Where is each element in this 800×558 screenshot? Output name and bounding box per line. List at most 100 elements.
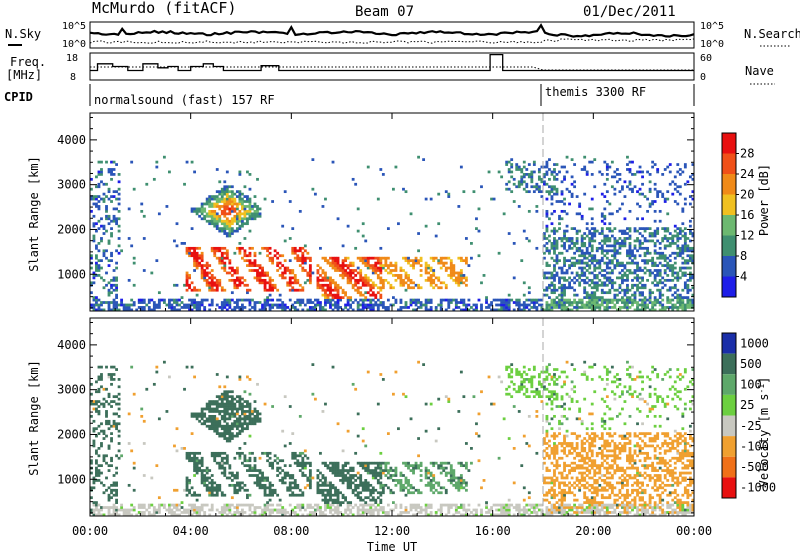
velocity-cell bbox=[269, 489, 272, 492]
power-cell bbox=[606, 163, 609, 166]
power-cell bbox=[359, 299, 362, 302]
power-cell bbox=[407, 306, 410, 309]
power-cell bbox=[671, 306, 674, 309]
power-cell bbox=[548, 264, 551, 267]
power-cell bbox=[100, 267, 103, 270]
power-cell bbox=[608, 237, 611, 240]
velocity-cell bbox=[425, 469, 428, 472]
noise-panel: 10^5 10^0 10^5 10^0 N.Sky N.Search bbox=[5, 21, 800, 50]
velocity-cell bbox=[430, 504, 433, 507]
velocity-cell bbox=[349, 474, 352, 477]
power-cell bbox=[556, 257, 559, 260]
power-cell bbox=[608, 279, 611, 282]
power-cell bbox=[596, 304, 599, 307]
velocity-cell bbox=[432, 491, 435, 494]
power-cell bbox=[412, 267, 415, 270]
velocity-cell bbox=[249, 393, 252, 396]
power-cell bbox=[430, 306, 433, 309]
power-cell bbox=[384, 269, 387, 272]
velocity-cell bbox=[357, 486, 360, 489]
velocity-cell bbox=[329, 489, 332, 492]
velocity-cell bbox=[251, 417, 254, 420]
velocity-cell bbox=[231, 504, 234, 507]
velocity-cell bbox=[377, 504, 380, 507]
power-cell bbox=[568, 244, 571, 247]
velocity-cell bbox=[226, 390, 229, 393]
power-cell bbox=[95, 205, 98, 208]
power-cell bbox=[256, 208, 259, 211]
velocity-cell bbox=[294, 484, 297, 487]
power-cell bbox=[228, 222, 231, 225]
power-cell bbox=[244, 237, 247, 240]
power-cell bbox=[601, 269, 604, 272]
power-cell bbox=[535, 247, 538, 250]
velocity-cell bbox=[166, 410, 169, 413]
power-cell bbox=[664, 284, 667, 287]
power-cell bbox=[558, 171, 561, 174]
power-cell bbox=[322, 294, 325, 297]
velocity-cell bbox=[349, 469, 352, 472]
velocity-cell bbox=[402, 393, 405, 396]
power-cell bbox=[211, 198, 214, 201]
velocity-cell bbox=[226, 395, 229, 398]
power-cell bbox=[571, 257, 574, 260]
velocity-cell bbox=[347, 462, 350, 465]
power-cell bbox=[681, 252, 684, 255]
power-cell bbox=[671, 269, 674, 272]
power-cell bbox=[452, 299, 455, 302]
velocity-cell bbox=[425, 511, 428, 514]
velocity-cell bbox=[339, 472, 342, 475]
power-cell bbox=[304, 269, 307, 272]
velocity-cell bbox=[309, 506, 312, 509]
power-cell bbox=[246, 254, 249, 257]
power-cell bbox=[415, 262, 418, 265]
power-cell bbox=[130, 161, 133, 164]
power-cell bbox=[616, 259, 619, 262]
power-cell bbox=[659, 291, 662, 294]
power-cell bbox=[666, 237, 669, 240]
velocity-cell bbox=[133, 393, 136, 396]
power-cell bbox=[631, 262, 634, 265]
velocity-cell bbox=[98, 432, 101, 435]
power-cell bbox=[231, 267, 234, 270]
velocity-cell bbox=[208, 427, 211, 430]
velocity-cell bbox=[251, 410, 254, 413]
velocity-cell bbox=[291, 474, 294, 477]
velocity-cell bbox=[188, 454, 191, 457]
velocity-cell bbox=[264, 489, 267, 492]
velocity-cell bbox=[269, 511, 272, 514]
freq-line bbox=[90, 55, 694, 71]
power-cell bbox=[236, 267, 239, 270]
velocity-cell bbox=[206, 477, 209, 480]
velocity-cell bbox=[216, 373, 219, 376]
velocity-cell bbox=[309, 484, 312, 487]
velocity-cell bbox=[228, 472, 231, 475]
power-cell bbox=[113, 279, 116, 282]
power-cell bbox=[601, 304, 604, 307]
power-cell bbox=[533, 190, 536, 193]
power-cell bbox=[415, 304, 418, 307]
power-cell bbox=[103, 279, 106, 282]
power-cell bbox=[176, 284, 179, 287]
power-cell bbox=[513, 178, 516, 181]
power-cell bbox=[193, 301, 196, 304]
power-cell bbox=[508, 301, 511, 304]
power-cell bbox=[676, 252, 679, 255]
velocity-cell bbox=[216, 489, 219, 492]
velocity-cell bbox=[244, 422, 247, 425]
power-cell bbox=[186, 304, 189, 307]
power-cell bbox=[613, 247, 616, 250]
velocity-cell bbox=[359, 482, 362, 485]
power-cell bbox=[561, 286, 564, 289]
power-cell bbox=[508, 232, 511, 235]
velocity-cell bbox=[218, 405, 221, 408]
power-cell bbox=[639, 240, 642, 243]
power-cell bbox=[661, 254, 664, 257]
velocity-cell bbox=[223, 395, 226, 398]
power-cell bbox=[681, 230, 684, 233]
power-cell bbox=[462, 277, 465, 280]
power-cell bbox=[603, 277, 606, 280]
velocity-cell bbox=[317, 509, 320, 512]
velocity-cell bbox=[208, 405, 211, 408]
power-cell bbox=[118, 210, 121, 213]
